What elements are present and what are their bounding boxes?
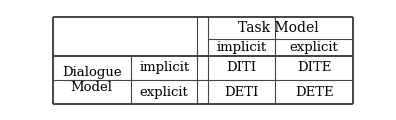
Text: explicit: explicit — [140, 86, 188, 99]
Text: Task Model: Task Model — [238, 21, 318, 35]
Text: DITE: DITE — [297, 61, 331, 75]
Text: DETI: DETI — [225, 86, 259, 99]
Text: explicit: explicit — [290, 41, 339, 54]
Text: DITI: DITI — [227, 61, 257, 75]
Text: DETE: DETE — [295, 86, 333, 99]
Text: implicit: implicit — [217, 41, 267, 54]
Text: implicit: implicit — [139, 61, 189, 75]
Text: Dialogue
Model: Dialogue Model — [62, 66, 122, 94]
